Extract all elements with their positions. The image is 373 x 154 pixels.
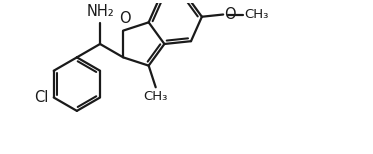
Text: NH₂: NH₂: [86, 4, 114, 19]
Text: CH₃: CH₃: [244, 8, 269, 21]
Text: O: O: [119, 11, 131, 26]
Text: Cl: Cl: [34, 90, 48, 105]
Text: O: O: [224, 7, 236, 22]
Text: CH₃: CH₃: [144, 90, 168, 103]
